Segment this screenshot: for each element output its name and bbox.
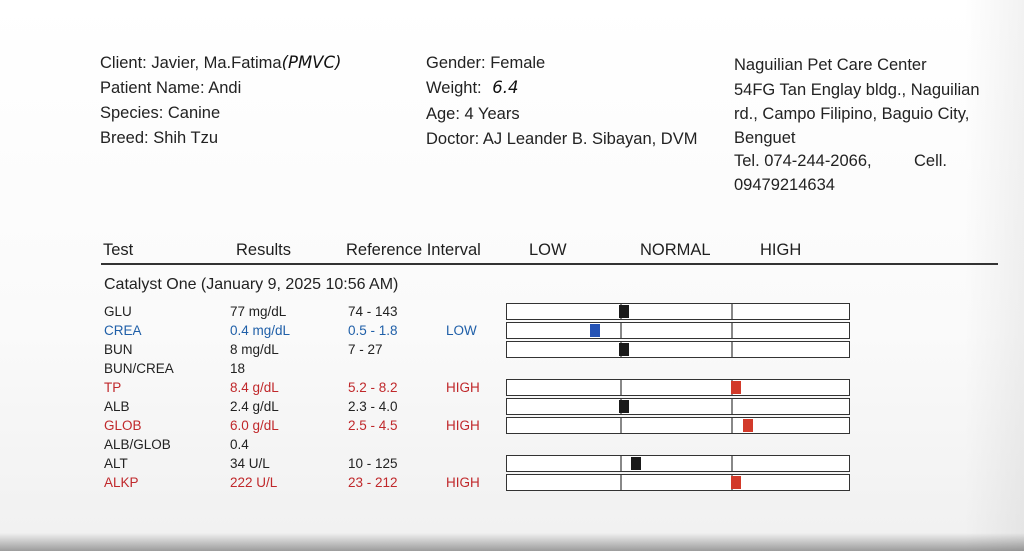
normal-high-divider — [731, 323, 733, 338]
normal-high-divider — [731, 418, 733, 433]
row-result: 8.4 g/dL — [230, 380, 279, 395]
clinic-address-3: Benguet — [734, 129, 796, 147]
client-name: Client: Javier, Ma.Fatima — [100, 54, 282, 72]
range-marker — [619, 343, 629, 356]
weight-handwritten: 6.4 — [492, 78, 519, 97]
range-bar — [506, 474, 850, 491]
row-test-name: TP — [104, 380, 122, 395]
row-test-name: BUN — [104, 342, 133, 357]
species: Species: Canine — [100, 104, 221, 122]
clinic-cell-label: Cell. — [914, 152, 948, 170]
row-reference: 7 - 27 — [348, 342, 383, 357]
row-result: 8 mg/dL — [230, 342, 279, 357]
normal-high-divider — [731, 399, 733, 414]
row-result: 0.4 — [230, 437, 249, 452]
row-reference: 2.3 - 4.0 — [348, 399, 398, 414]
row-flag: HIGH — [446, 418, 480, 433]
range-bar — [506, 398, 850, 415]
low-normal-divider — [619, 456, 622, 471]
range-marker — [631, 457, 641, 470]
clinic-address-2: rd., Campo Filipino, Baguio City, — [734, 105, 970, 123]
range-bar — [506, 341, 850, 358]
clinic-address-1: 54FG Tan Englay bldg., Naguilian — [734, 81, 980, 99]
range-bar — [506, 303, 850, 320]
low-normal-divider — [619, 418, 622, 433]
range-bar — [506, 417, 850, 434]
client-handwritten-note: (PMVC) — [281, 53, 342, 72]
row-test-name: GLOB — [104, 418, 142, 433]
row-test-name: ALB/GLOB — [104, 437, 171, 452]
bottom-shadow — [0, 533, 1024, 551]
low-normal-divider — [619, 323, 622, 338]
row-result: 222 U/L — [230, 475, 278, 490]
doctor: Doctor: AJ Leander B. Sibayan, DVM — [426, 130, 698, 148]
range-marker — [743, 419, 753, 432]
row-reference: 0.5 - 1.8 — [348, 323, 398, 338]
row-result: 2.4 g/dL — [230, 399, 279, 414]
client-line: Client: Javier, Ma.Fatima(PMVC) — [100, 53, 341, 73]
range-bar — [506, 455, 850, 472]
header-normal: NORMAL — [640, 241, 711, 259]
row-result: 0.4 mg/dL — [230, 323, 291, 338]
header-results: Results — [236, 241, 292, 259]
row-reference: 2.5 - 4.5 — [348, 418, 398, 433]
normal-high-divider — [731, 304, 733, 319]
header-high: HIGH — [760, 241, 802, 259]
header-reference: Reference Interval — [346, 241, 481, 259]
range-marker — [619, 305, 629, 318]
range-marker — [619, 400, 629, 413]
clinic-name: Naguilian Pet Care Center — [734, 56, 927, 74]
weight-line: Weight: 6.4 — [426, 78, 518, 98]
normal-high-divider — [731, 456, 733, 471]
row-reference: 23 - 212 — [348, 475, 398, 490]
normal-high-divider — [731, 342, 733, 357]
row-test-name: ALB — [104, 399, 130, 414]
row-flag: LOW — [446, 323, 477, 338]
row-result: 34 U/L — [230, 456, 270, 471]
header-test: Test — [103, 241, 134, 259]
range-bar — [506, 322, 850, 339]
row-test-name: ALT — [104, 456, 128, 471]
row-test-name: GLU — [104, 304, 132, 319]
range-bar — [506, 379, 850, 396]
low-normal-divider — [619, 380, 622, 395]
row-test-name: CREA — [104, 323, 142, 338]
row-result: 18 — [230, 361, 246, 376]
clinic-tel: Tel. 074-244-2066, — [734, 152, 872, 170]
row-test-name: BUN/CREA — [104, 361, 174, 376]
header-divider — [101, 263, 998, 265]
row-result: 6.0 g/dL — [230, 418, 279, 433]
row-test-name: ALKP — [104, 475, 139, 490]
age: Age: 4 Years — [426, 105, 520, 123]
low-normal-divider — [619, 475, 622, 490]
header-low: LOW — [529, 241, 567, 259]
section-title: Catalyst One (January 9, 2025 10:56 AM) — [104, 276, 399, 293]
paper-shadow — [964, 0, 1024, 551]
clinic-cell: 09479214634 — [734, 176, 835, 194]
breed: Breed: Shih Tzu — [100, 129, 219, 147]
row-flag: HIGH — [446, 475, 480, 490]
row-flag: HIGH — [446, 380, 480, 395]
range-marker — [731, 476, 741, 489]
row-reference: 10 - 125 — [348, 456, 398, 471]
range-marker — [590, 324, 600, 337]
range-marker — [731, 381, 741, 394]
row-reference: 74 - 143 — [348, 304, 398, 319]
gender: Gender: Female — [426, 54, 546, 72]
weight-label: Weight: — [426, 79, 482, 97]
patient-name: Patient Name: Andi — [100, 79, 242, 97]
row-result: 77 mg/dL — [230, 304, 287, 319]
row-reference: 5.2 - 8.2 — [348, 380, 398, 395]
